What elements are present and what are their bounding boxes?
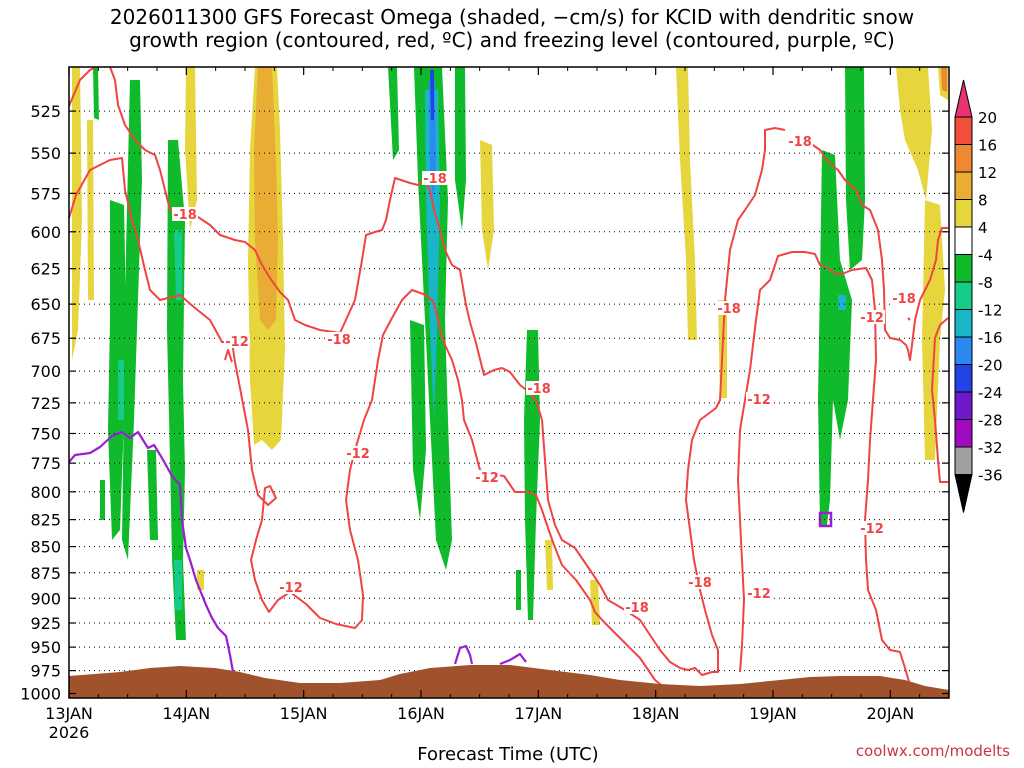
y-tick-label: 525	[30, 102, 61, 121]
x-axis-title: Forecast Time (UTC)	[417, 744, 599, 765]
colorbar-swatch	[954, 116, 973, 145]
omega-orange-regions	[254, 67, 947, 330]
y-tick-label: 825	[30, 511, 61, 530]
colorbar-label: -4	[978, 247, 993, 265]
contour-label: -18	[173, 208, 197, 223]
colorbar: 20 16 12 8 4 -4 -8 -12 -16 -20 -24 -28 -32 -36	[954, 79, 1003, 513]
contour-label: -12	[860, 522, 884, 537]
x-tick-label: 18JAN	[632, 704, 680, 723]
colorbar-label: -36	[978, 467, 1003, 485]
contour-labels: -18 -12 -12 -18 -18 -12 -12 -18 -12 -18 …	[172, 134, 917, 616]
x-tick-label: 14JAN	[162, 704, 210, 723]
colorbar-label: -24	[978, 384, 1003, 402]
y-tick-label: 775	[30, 454, 61, 473]
terrain-surface	[69, 665, 949, 698]
colorbar-swatch	[954, 171, 973, 200]
y-tick-label: 600	[30, 223, 61, 242]
colorbar-label: 16	[978, 137, 997, 155]
colorbar-swatch	[954, 446, 973, 475]
contour-label: -12	[860, 311, 884, 326]
x-tick-label: 19JAN	[749, 704, 797, 723]
contour-label: -18	[527, 382, 551, 397]
x-tick-label: 16JAN	[397, 704, 445, 723]
freezing-contours	[68, 430, 527, 673]
colorbar-swatch	[954, 391, 973, 420]
colorbar-label: 20	[978, 109, 997, 127]
y-tick-label: 575	[30, 184, 61, 203]
colorbar-label: 12	[978, 164, 997, 182]
colorbar-swatch	[954, 309, 973, 338]
x-tick-label: 13JAN	[45, 704, 93, 723]
colorbar-swatch	[954, 144, 973, 173]
x-tick-label: 17JAN	[514, 704, 562, 723]
contour-label: -18	[717, 302, 741, 317]
chart-title-line: growth region (contoured, red, ºC) and f…	[129, 28, 895, 52]
y-tick-label: 650	[30, 295, 61, 314]
colorbar-swatch	[954, 254, 973, 283]
contour-label: -18	[327, 333, 351, 348]
colorbar-swatch	[954, 226, 973, 255]
y-tick-label: 950	[30, 638, 61, 657]
contour-label: -18	[625, 601, 649, 616]
contour-label: -12	[279, 581, 303, 596]
y-tick-label: 625	[30, 260, 61, 279]
colorbar-label: 8	[978, 192, 988, 210]
credit-text: coolwx.com/modelts	[855, 742, 1010, 760]
contour-label: -12	[747, 393, 771, 408]
omega-shading	[72, 67, 948, 640]
plot-background	[69, 67, 949, 698]
colorbar-label: 4	[978, 219, 988, 237]
y-tick-label: 725	[30, 394, 61, 413]
x-tick-label: 20JAN	[866, 704, 914, 723]
y-tick-label: 875	[30, 564, 61, 583]
colorbar-swatch	[954, 336, 973, 365]
contour-label: -12	[747, 587, 771, 602]
colorbar-label: -28	[978, 412, 1003, 430]
colorbar-swatch	[954, 419, 973, 448]
dendritic-contours	[68, 66, 949, 693]
y-tick-label: 750	[30, 424, 61, 443]
colorbar-label: -20	[978, 357, 1003, 375]
contour-label: -12	[475, 471, 499, 486]
contour-label: -18	[892, 292, 916, 307]
y-tick-label: 975	[30, 662, 61, 681]
x-axis: 13JAN 14JAN 15JAN 16JAN 17JAN 18JAN 19JAN 20JAN…	[45, 67, 921, 742]
colorbar-top-arrow	[954, 79, 973, 118]
chart-title: 2026011300 GFS Forecast Omega (shaded, −…	[0, 6, 1024, 52]
contour-label: -18	[688, 576, 712, 591]
colorbar-swatch	[954, 199, 973, 228]
y-tick-label: 850	[30, 538, 61, 557]
colorbar-label: -12	[978, 302, 1003, 320]
y-tick-label: 1000	[20, 684, 61, 703]
omega-blue-regions	[429, 70, 436, 200]
colorbar-label: -32	[978, 439, 1003, 457]
colorbar-swatch	[954, 281, 973, 310]
x-year-label: 2026	[49, 723, 90, 742]
contour-label: -12	[346, 447, 370, 462]
omega-purple-region	[818, 511, 833, 528]
y-tick-label: 700	[30, 362, 61, 381]
y-axis: 525 550 575 600 625 650 675 700 725 750 775 800 825 8…	[20, 102, 949, 703]
contour-label: -18	[788, 135, 812, 150]
y-tick-label: 675	[30, 329, 61, 348]
y-tick-label: 900	[30, 589, 61, 608]
colorbar-label: -8	[978, 274, 993, 292]
y-tick-label: 550	[30, 144, 61, 163]
chart-title-line: 2026011300 GFS Forecast Omega (shaded, −…	[109, 5, 915, 29]
x-tick-label: 15JAN	[280, 704, 328, 723]
y-tick-label: 800	[30, 483, 61, 502]
colorbar-bottom-arrow	[954, 474, 973, 513]
colorbar-label: -16	[978, 329, 1003, 347]
contour-label: -12	[225, 335, 249, 350]
contour-label: -18	[423, 172, 447, 187]
colorbar-swatch	[954, 364, 973, 393]
y-tick-label: 925	[30, 614, 61, 633]
